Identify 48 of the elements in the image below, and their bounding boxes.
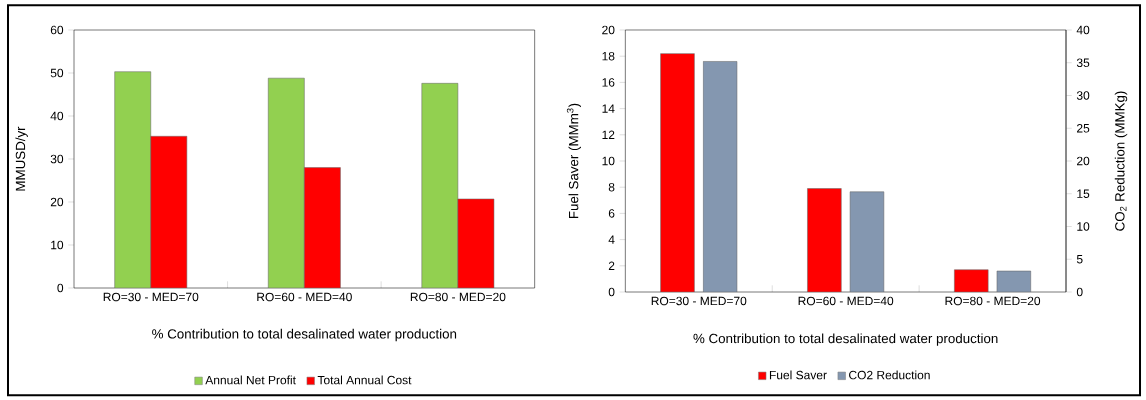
y2-tick-label: 5	[1076, 255, 1083, 264]
x-tick-label: RO=30 - MED=70	[103, 292, 199, 302]
y-tick-label: 10	[602, 156, 615, 166]
y-axis-title: Fuel Saver (MMm$^{3}$)	[566, 103, 581, 219]
bar	[954, 269, 989, 292]
x-tick-label: RO=80 - MED=20	[410, 292, 506, 302]
y-tick-label: 50	[50, 68, 64, 78]
y-tick-label: 18	[602, 51, 615, 61]
y2-tick-label: 30	[1076, 91, 1090, 100]
x-axis-title: % Contribution to total desalinated water production	[693, 333, 998, 346]
y2-tick-label: 40	[1076, 25, 1090, 35]
y-tick-label: 16	[602, 78, 615, 87]
y-tick-label: 4	[608, 235, 615, 244]
y-tick-label: 8	[608, 182, 615, 192]
bar	[996, 270, 1032, 292]
y2-tick-label: 20	[1077, 156, 1090, 166]
y-axis-title: MMUSD/yr	[15, 126, 28, 191]
legend-label: Annual Net Profit	[205, 375, 296, 385]
y-tick-label: 0	[608, 287, 615, 297]
bar	[807, 188, 842, 292]
y2-tick-label: 10	[1077, 222, 1090, 231]
y2-axis-title: CO$_{2}$ Reduction (MMKg)	[1114, 91, 1128, 231]
bar	[702, 61, 738, 292]
y-tick-label: 2	[608, 261, 615, 270]
y-tick-label: 14	[602, 104, 615, 113]
legend-label: Fuel Saver	[769, 370, 827, 380]
y-tick-label: 12	[602, 130, 615, 139]
y-tick-label: 20	[50, 197, 64, 207]
y-tick-label: 6	[608, 209, 615, 218]
y-tick-label: 0	[57, 283, 64, 293]
legend-label: Total Annual Cost	[317, 375, 412, 385]
y-tick-label: 40	[50, 111, 64, 121]
y-tick-label: 30	[50, 154, 64, 164]
y2-tick-label: 35	[1076, 58, 1090, 68]
x-tick-label: RO=60 - MED=40	[257, 292, 352, 302]
bar	[849, 191, 885, 292]
legend-label: CO2 Reduction	[849, 370, 930, 380]
x-axis-title: % Contribution to total desalinated water production	[152, 328, 457, 342]
x-tick-label: RO=60 - MED=40	[798, 296, 894, 306]
y-tick-label: 10	[51, 240, 64, 250]
x-tick-label: RO=80 - MED=20	[945, 296, 1041, 306]
y-tick-label: 20	[602, 25, 615, 35]
y-tick-label: 60	[50, 25, 64, 35]
x-tick-label: RO=30 - MED=70	[651, 296, 747, 306]
bar	[660, 53, 695, 292]
y2-tick-label: 0	[1076, 287, 1083, 297]
y2-tick-label: 25	[1077, 124, 1090, 133]
y2-tick-label: 15	[1077, 189, 1090, 198]
